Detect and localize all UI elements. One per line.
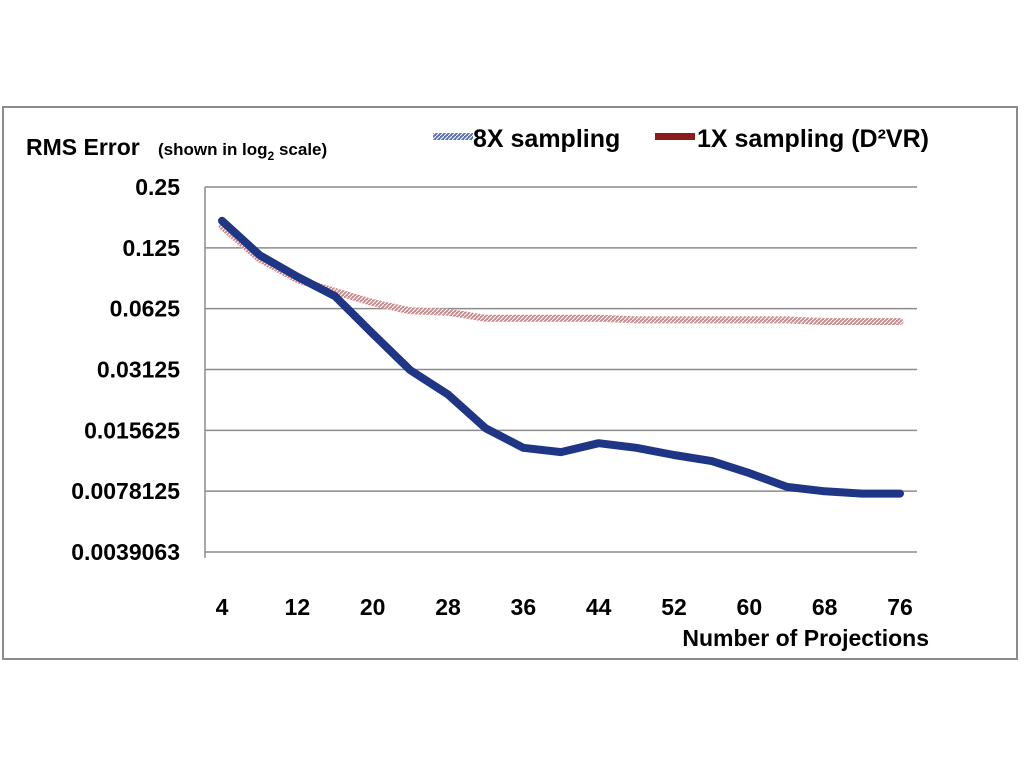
x-tick-label: 44 bbox=[586, 594, 612, 620]
y-tick-labels: 0.25 0.125 0.0625 0.03125 0.015625 0.0078125 0… bbox=[71, 174, 180, 565]
legend-swatch-1x bbox=[655, 133, 695, 140]
y-axis-note: (shown in log2 scale) bbox=[158, 140, 327, 163]
legend: 8X sampling 1X sampling (D²VR) bbox=[433, 125, 929, 153]
y-tick-label: 0.0625 bbox=[110, 296, 181, 322]
y-tick-label: 0.015625 bbox=[84, 417, 180, 443]
chart-frame bbox=[2, 106, 1018, 660]
grid-lines bbox=[204, 186, 917, 558]
x-tick-label: 60 bbox=[737, 594, 763, 620]
x-tick-label: 52 bbox=[661, 594, 687, 620]
x-tick-label: 76 bbox=[887, 594, 913, 620]
y-tick-label: 0.25 bbox=[135, 174, 180, 200]
y-tick-label: 0.125 bbox=[122, 235, 180, 261]
legend-label-1x: 1X sampling (D²VR) bbox=[697, 125, 929, 153]
series-line-1x-sampling bbox=[218, 222, 904, 325]
x-tick-label: 28 bbox=[435, 594, 461, 620]
legend-swatch-8x bbox=[433, 133, 473, 140]
y-axis-label: RMS Error bbox=[26, 134, 140, 160]
legend-label-8x: 8X sampling bbox=[473, 125, 620, 153]
series-lines bbox=[218, 216, 904, 498]
x-axis-label: Number of Projections bbox=[682, 625, 929, 651]
y-tick-label: 0.0078125 bbox=[71, 478, 180, 504]
x-tick-label: 68 bbox=[812, 594, 838, 620]
y-tick-label: 0.0039063 bbox=[71, 539, 180, 565]
x-tick-label: 4 bbox=[216, 594, 229, 620]
x-tick-label: 36 bbox=[511, 594, 537, 620]
series-line-8x-sampling bbox=[218, 216, 904, 498]
x-tick-label: 20 bbox=[360, 594, 386, 620]
x-tick-label: 12 bbox=[285, 594, 311, 620]
y-tick-label: 0.03125 bbox=[97, 357, 180, 383]
x-tick-labels: 4 12 20 28 36 44 52 60 68 76 bbox=[216, 594, 913, 620]
